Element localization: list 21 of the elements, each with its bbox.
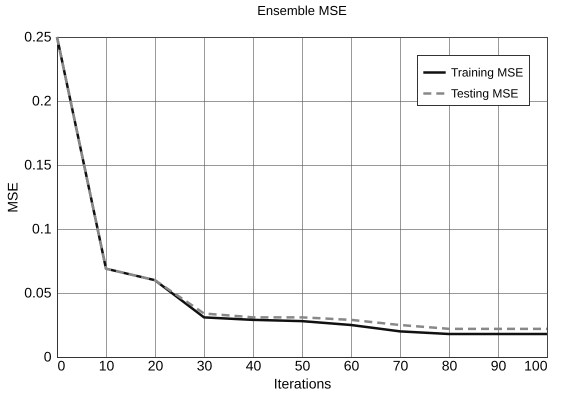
x-axis-title: Iterations	[274, 376, 332, 392]
x-tick-label: 10	[98, 358, 114, 374]
y-tick-label: 0.2	[32, 92, 52, 108]
x-tick-label: 30	[196, 358, 212, 374]
x-tick-label: 70	[392, 358, 408, 374]
y-tick-label: 0.25	[24, 28, 52, 44]
y-tick-label: 0.15	[24, 156, 52, 172]
x-tick-label: 20	[148, 358, 164, 374]
y-axis-title: MSE	[4, 182, 20, 213]
x-tick-label: 80	[442, 358, 458, 374]
legend-label: Testing MSE	[451, 86, 518, 100]
y-tick-label: 0.1	[32, 220, 52, 236]
legend-label: Training MSE	[451, 66, 524, 80]
x-tick-label: 90	[490, 358, 506, 374]
x-tick-label: 40	[246, 358, 262, 374]
x-tick-label: 60	[344, 358, 360, 374]
x-tick-label: 100	[524, 358, 548, 374]
x-tick-label: 0	[58, 358, 66, 374]
chart-title: Ensemble MSE	[257, 3, 348, 18]
y-tick-label: 0.05	[24, 284, 52, 300]
x-tick-label: 50	[294, 358, 310, 374]
